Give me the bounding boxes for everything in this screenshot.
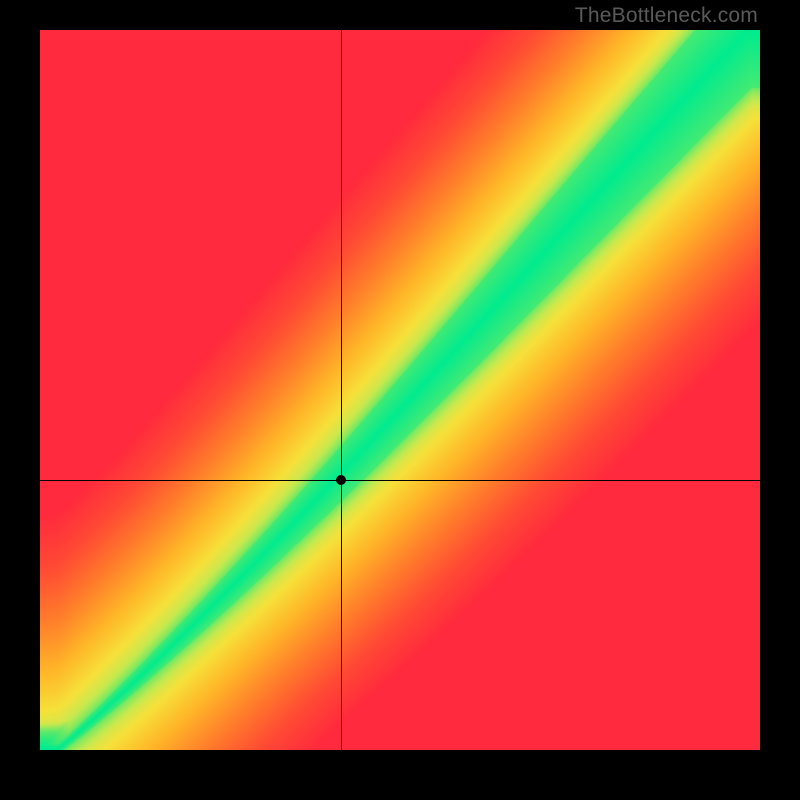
watermark: TheBottleneck.com (575, 4, 758, 28)
heatmap-canvas (40, 30, 760, 750)
bottleneck-heatmap (40, 30, 760, 750)
crosshair-horizontal (40, 480, 760, 481)
crosshair-marker-dot (336, 475, 346, 485)
crosshair-vertical (341, 30, 342, 750)
